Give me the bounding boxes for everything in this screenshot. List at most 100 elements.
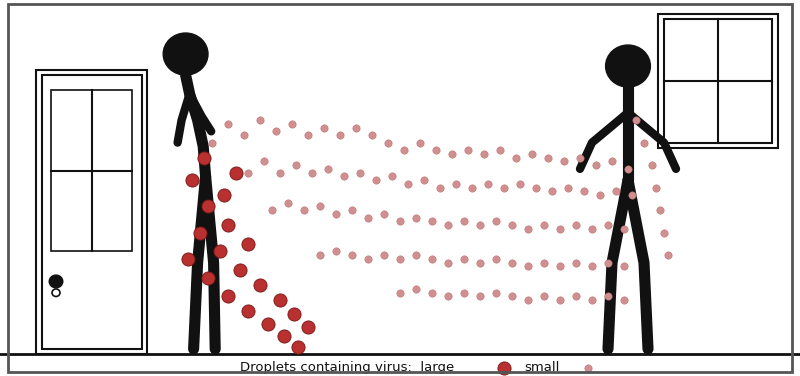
Point xyxy=(330,249,342,255)
Point xyxy=(222,121,234,127)
Point xyxy=(394,290,406,296)
Point xyxy=(586,264,598,270)
Point xyxy=(278,333,290,339)
Point xyxy=(242,241,254,247)
Point xyxy=(182,256,194,262)
Point xyxy=(418,177,430,183)
Circle shape xyxy=(606,45,650,87)
Point xyxy=(630,117,642,123)
Point xyxy=(346,252,358,258)
Point xyxy=(306,170,318,176)
Point xyxy=(446,151,458,157)
Point xyxy=(522,264,534,270)
Point xyxy=(370,177,382,183)
Point xyxy=(538,222,550,228)
Point xyxy=(506,294,518,300)
Point xyxy=(346,207,358,213)
Point xyxy=(318,124,330,130)
Point xyxy=(314,252,326,258)
Point xyxy=(410,286,422,292)
Point xyxy=(274,170,286,176)
Point xyxy=(330,211,342,217)
Point xyxy=(514,181,526,187)
Point xyxy=(314,203,326,209)
Point xyxy=(458,290,470,296)
Point xyxy=(398,147,410,153)
Point xyxy=(302,132,314,138)
Point xyxy=(602,260,614,266)
Point xyxy=(426,256,438,262)
Point xyxy=(490,290,502,296)
Bar xyxy=(664,19,772,143)
Point xyxy=(586,297,598,303)
Point xyxy=(542,155,554,161)
Point xyxy=(458,256,470,262)
Point xyxy=(590,162,602,168)
Point xyxy=(386,173,398,179)
Point xyxy=(606,158,618,164)
Circle shape xyxy=(50,275,62,288)
Point xyxy=(522,297,534,303)
Point xyxy=(490,218,502,224)
Point xyxy=(274,297,286,303)
Point xyxy=(186,177,198,183)
Point xyxy=(322,166,334,172)
Point xyxy=(554,226,566,232)
Point xyxy=(288,311,301,317)
Circle shape xyxy=(52,289,60,297)
Point xyxy=(426,218,438,224)
Point xyxy=(662,252,674,258)
Circle shape xyxy=(163,33,208,75)
Point xyxy=(538,260,550,266)
Point xyxy=(286,121,298,127)
Point xyxy=(474,294,486,300)
Point xyxy=(570,294,582,300)
Bar xyxy=(36,70,147,354)
Point xyxy=(570,260,582,266)
Point xyxy=(362,256,374,262)
Point xyxy=(582,365,594,371)
Point xyxy=(490,256,502,262)
Point xyxy=(626,192,638,198)
Point xyxy=(570,222,582,228)
Point xyxy=(658,230,670,236)
Point xyxy=(222,222,234,228)
Point xyxy=(242,308,254,314)
Point xyxy=(586,226,598,232)
Point xyxy=(218,192,230,198)
Point xyxy=(434,185,446,191)
Point xyxy=(494,147,506,153)
Point xyxy=(270,128,282,134)
Point xyxy=(466,185,478,191)
Point xyxy=(262,321,274,327)
Point xyxy=(202,203,214,209)
Point xyxy=(378,252,390,258)
Point xyxy=(382,139,394,146)
Point xyxy=(546,188,558,194)
Point xyxy=(562,185,574,191)
Point xyxy=(202,275,214,281)
Point xyxy=(638,139,650,146)
Point xyxy=(334,132,346,138)
Point xyxy=(650,185,662,191)
Point xyxy=(574,155,586,161)
Point xyxy=(430,147,442,153)
Text: small: small xyxy=(524,361,559,374)
Point xyxy=(618,264,630,270)
Point xyxy=(510,155,522,161)
Point xyxy=(238,132,250,138)
Point xyxy=(194,230,206,236)
Point xyxy=(222,294,234,300)
Point xyxy=(618,226,630,232)
Point xyxy=(230,170,242,176)
Point xyxy=(290,162,302,168)
Point xyxy=(478,151,490,157)
Bar xyxy=(51,90,132,252)
Point xyxy=(538,294,550,300)
Point xyxy=(654,207,666,213)
Point xyxy=(354,170,366,176)
Point xyxy=(234,267,246,273)
Point xyxy=(350,124,362,130)
Point xyxy=(622,166,634,172)
Point xyxy=(362,215,374,221)
